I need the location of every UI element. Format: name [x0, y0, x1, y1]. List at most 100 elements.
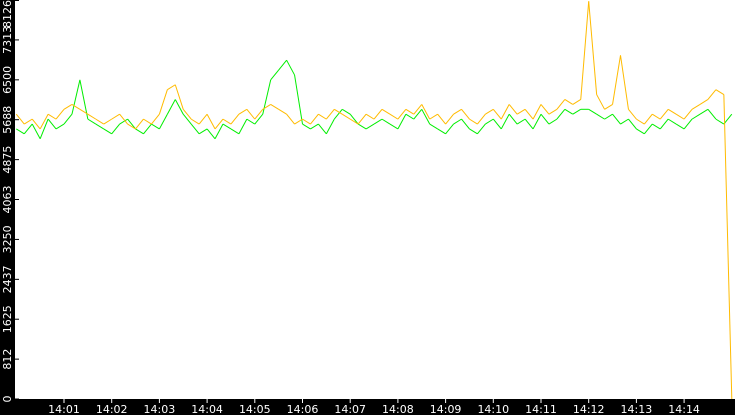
- series-1-segment: [389, 113, 399, 120]
- series-1-segment: [707, 89, 717, 100]
- series-1-segment: [349, 118, 359, 125]
- series-1-segment: [381, 108, 391, 115]
- series-1-segment: [500, 104, 510, 120]
- series-0-segment: [135, 128, 144, 135]
- series-0-segment: [119, 118, 128, 125]
- series-1-segment: [572, 99, 582, 105]
- series-0-segment: [413, 108, 423, 120]
- y-tick-label: 5688: [1, 106, 14, 134]
- x-tick-label: 14:11: [525, 403, 557, 415]
- series-1-segment: [95, 118, 105, 125]
- series-1-segment: [477, 113, 486, 125]
- series-1-segment: [643, 113, 653, 125]
- series-0-segment: [588, 108, 597, 115]
- series-0-segment: [71, 79, 81, 115]
- series-1-segment: [508, 104, 518, 115]
- series-1-segment: [469, 118, 478, 125]
- series-1-segment: [143, 118, 152, 125]
- plot-area: [15, 0, 735, 399]
- series-1-segment: [667, 108, 677, 115]
- series-1-segment: [659, 108, 669, 120]
- series-1-segment: [47, 113, 57, 120]
- y-tick-label: 812: [1, 349, 14, 370]
- series-1-segment: [715, 89, 725, 95]
- series-1-segment: [675, 113, 685, 120]
- x-tick-label: 14:09: [430, 403, 462, 415]
- y-tick-label: 0: [1, 396, 14, 403]
- series-0-segment: [628, 118, 637, 130]
- series-0-segment: [143, 123, 152, 135]
- series-1-segment: [39, 113, 49, 130]
- series-0-segment: [151, 123, 160, 130]
- series-0-segment: [691, 113, 701, 120]
- x-tick-label: 14:05: [239, 403, 271, 415]
- series-0-segment: [158, 113, 168, 130]
- series-0-segment: [492, 118, 502, 130]
- series-0-segment: [238, 118, 248, 135]
- series-1-segment: [437, 113, 446, 125]
- series-1-segment: [636, 118, 645, 125]
- series-1-segment: [604, 103, 613, 110]
- x-tick-label: 14:02: [96, 403, 128, 415]
- series-1-segment: [373, 108, 383, 120]
- y-tick-label: 1625: [1, 305, 14, 333]
- series-1-segment: [628, 108, 637, 120]
- y-tick-label: 4875: [1, 146, 14, 174]
- series-0-segment: [453, 118, 462, 125]
- series-0-segment: [190, 123, 200, 135]
- y-tick-label: 3250: [1, 225, 14, 253]
- series-1-segment: [55, 108, 65, 120]
- series-1-segment: [429, 113, 438, 120]
- series-0-segment: [461, 118, 470, 130]
- series-1-segment: [540, 104, 550, 115]
- series-0-segment: [516, 118, 526, 125]
- series-1-segment: [167, 84, 176, 91]
- x-axis: 14:01 14:02 14:03 14:04 14:05 14:06 14:07 14:08…: [48, 399, 700, 415]
- y-tick-label: 7313: [1, 26, 14, 54]
- series-0-segment: [524, 118, 534, 130]
- y-tick-label: 2437: [1, 265, 14, 293]
- series-1-segment: [516, 108, 526, 115]
- series-0-segment: [302, 123, 311, 130]
- series-0-segment: [341, 108, 351, 115]
- series-0-segment: [214, 123, 224, 139]
- series-0-segment: [63, 113, 73, 125]
- series-0-segment: [508, 113, 518, 125]
- series-1-segment: [318, 113, 327, 120]
- series-1-segment: [397, 108, 407, 120]
- series-0-segment: [532, 113, 542, 130]
- series-1-segment: [580, 1, 590, 100]
- series-1-segment: [294, 118, 303, 125]
- series-0-segment: [389, 123, 399, 130]
- series-1-segment: [445, 113, 454, 125]
- series-0-segment: [381, 118, 391, 125]
- series-1-segment: [588, 1, 598, 95]
- series-1-segment: [341, 113, 351, 120]
- series-0-segment: [572, 108, 582, 115]
- series-0-segment: [23, 123, 33, 135]
- series-0-segment: [397, 113, 407, 130]
- x-tick-label: 14:07: [334, 403, 366, 415]
- y-tick-label: 6500: [1, 66, 14, 94]
- series-0-segment: [55, 123, 65, 130]
- series-0-segment: [723, 113, 733, 125]
- series-1-segment: [620, 55, 629, 110]
- series-0-segment: [174, 99, 184, 115]
- series-1-segment: [151, 113, 160, 125]
- x-tick-label: 14:13: [621, 403, 653, 415]
- series-1-segment: [453, 108, 462, 115]
- series-0-segment: [79, 79, 89, 120]
- series-0-segment: [47, 118, 57, 130]
- series-0-segment: [596, 113, 605, 120]
- series-0-segment: [111, 123, 121, 135]
- series-1-segment: [119, 113, 128, 125]
- series-1-segment: [461, 108, 470, 120]
- series-0-segment: [620, 118, 629, 125]
- series-1-segment: [174, 84, 184, 110]
- series-1-segment: [79, 108, 89, 115]
- series-1-segment: [15, 113, 25, 125]
- series-0-segment: [31, 123, 41, 139]
- series-0-segment: [373, 118, 383, 125]
